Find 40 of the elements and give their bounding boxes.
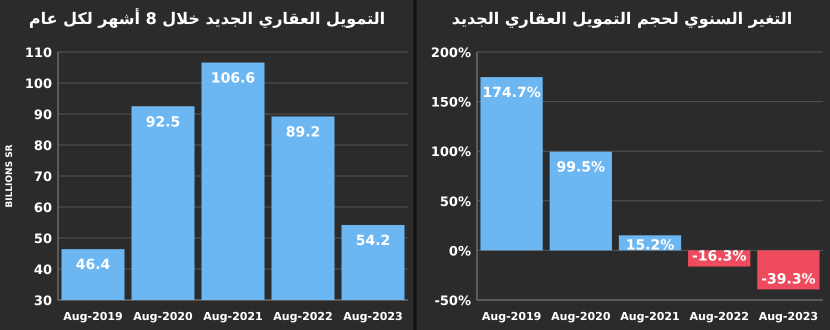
- data-label: 92.5: [146, 114, 180, 130]
- y-tick-label: -50%: [434, 294, 471, 309]
- x-tick-label: Aug-2023: [758, 310, 818, 323]
- y-tick-label: 200%: [430, 46, 471, 61]
- y-tick-label: 0%: [448, 244, 471, 260]
- y-tick-label: 50: [34, 232, 52, 247]
- x-tick-label: Aug-2019: [63, 310, 123, 323]
- data-label: 174.7%: [482, 85, 541, 102]
- y-tick-label: 100%: [430, 145, 471, 160]
- data-label: 54.2: [356, 232, 390, 249]
- y-axis-title: BILLIONS SR: [5, 144, 15, 208]
- x-tick-label: Aug-2022: [273, 310, 333, 323]
- y-tick-label: 80: [34, 139, 52, 154]
- data-label: 99.5%: [556, 160, 606, 176]
- x-tick-label: Aug-2020: [551, 310, 611, 323]
- y-tick-label: 70: [34, 170, 52, 185]
- x-tick-label: Aug-2021: [620, 310, 680, 323]
- y-tick-label: 100: [24, 77, 52, 92]
- y-tick-label: 30: [34, 294, 52, 309]
- data-label: 89.2: [286, 124, 320, 140]
- x-tick-label: Aug-2019: [482, 310, 542, 323]
- data-label: 46.4: [76, 257, 111, 274]
- x-tick-label: Aug-2023: [343, 310, 403, 323]
- x-tick-label: Aug-2022: [689, 310, 749, 323]
- x-tick-label: Aug-2021: [203, 310, 263, 323]
- y-tick-label: 150%: [430, 96, 471, 111]
- chart-title: التغير السنوي لحجم التمويل العقاري الجديد: [452, 9, 792, 28]
- data-label: -39.3%: [761, 271, 816, 288]
- bar: [480, 77, 543, 250]
- y-tick-label: 60: [34, 201, 52, 216]
- y-tick-label: 110: [24, 46, 52, 61]
- x-tick-label: Aug-2020: [133, 310, 194, 323]
- y-tick-label: 40: [34, 263, 52, 278]
- y-tick-label: 90: [34, 108, 52, 123]
- data-label: -16.3%: [692, 248, 746, 265]
- y-tick-label: 50%: [440, 194, 471, 210]
- bar: [550, 152, 612, 250]
- chart-title: التمويل العقاري الجديد خلال 8 أشهر لكل عام: [28, 8, 386, 28]
- data-label: 15.2%: [626, 237, 674, 254]
- data-label: 106.6: [210, 70, 256, 87]
